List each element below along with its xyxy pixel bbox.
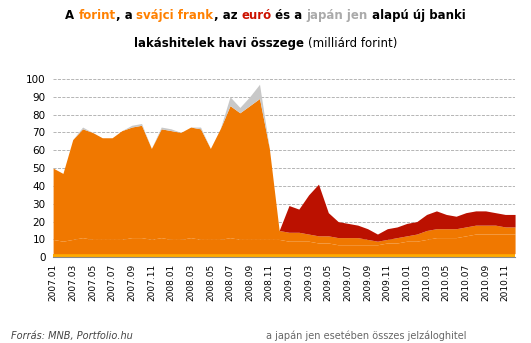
Text: alapú új banki: alapú új banki [368, 9, 466, 22]
Text: forint: forint [79, 9, 116, 22]
Text: A: A [65, 9, 79, 22]
Text: a japán jen esetében összes jelzáloghitel: a japán jen esetében összes jelzáloghite… [266, 331, 466, 341]
Text: svájci frank: svájci frank [136, 9, 213, 22]
Text: lakáshitelek havi összege: lakáshitelek havi összege [134, 37, 308, 50]
Text: japán jen: japán jen [307, 9, 368, 22]
Text: euró: euró [241, 9, 271, 22]
Text: (milliárd forint): (milliárd forint) [308, 37, 397, 50]
Text: és a: és a [271, 9, 307, 22]
Text: , az: , az [213, 9, 241, 22]
Text: Forrás: MNB, Portfolio.hu: Forrás: MNB, Portfolio.hu [11, 331, 132, 341]
Text: , a: , a [116, 9, 136, 22]
